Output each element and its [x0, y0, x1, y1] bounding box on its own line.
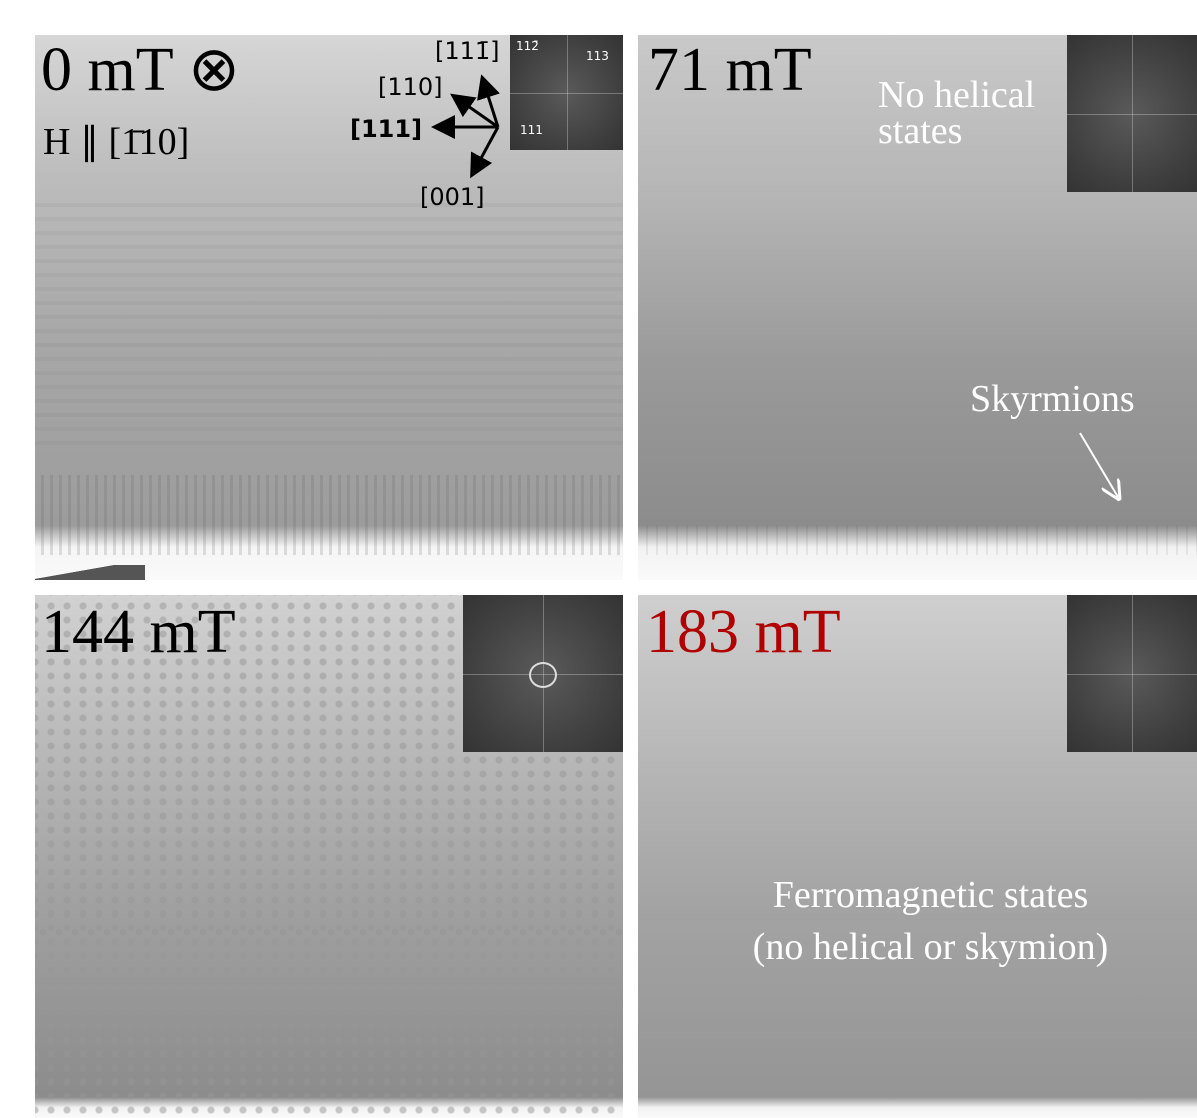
note: Ferromagnetic states: [638, 877, 1197, 913]
axis-label: [111]: [350, 115, 422, 143]
fft-inset: [1067, 595, 1197, 752]
axis-label: [110]: [378, 73, 443, 101]
panel: 0 mT ⊗ H ∥ [1̄10] [111̄] [110] [111] [00…: [35, 35, 623, 580]
field-label: 183 mT: [646, 601, 841, 663]
fft-ring: [529, 662, 557, 688]
axis-label: [111̄]: [435, 37, 500, 65]
figure: 0 mT ⊗ H ∥ [1̄10] [111̄] [110] [111] [00…: [0, 0, 1197, 1118]
panel: 144 mT: [35, 595, 623, 1118]
arrow: [638, 35, 1197, 580]
panel: 71 mT No helical states Skyrmions: [638, 35, 1197, 580]
panel: 183 mT Ferromagnetic states (no helical …: [638, 595, 1197, 1118]
note: (no helical or skymion): [638, 929, 1197, 965]
fft-label: 111: [520, 123, 543, 137]
axis-label: [001]: [420, 183, 485, 211]
fft-label: 113: [586, 49, 609, 63]
fft-inset: 112̄ 113 111: [510, 35, 623, 150]
fft-label: 112̄: [516, 39, 539, 53]
field-label: 144 mT: [41, 601, 236, 663]
fft-inset: [463, 595, 623, 752]
